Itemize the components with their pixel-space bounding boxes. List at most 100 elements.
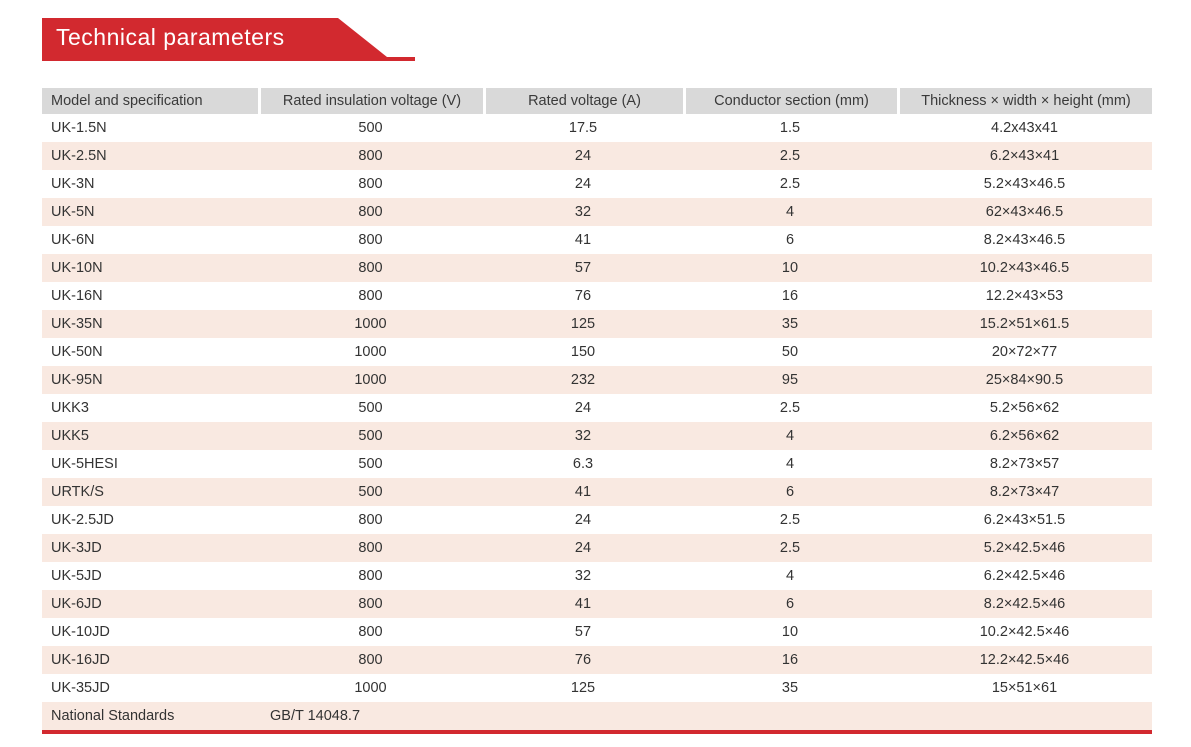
technical-parameters-table: Model and specification Rated insulation… (42, 88, 1152, 734)
model-cell: UK-50N (51, 344, 103, 360)
value-cell: 12.2×42.5×46 (979, 652, 1070, 668)
value-cell: 1000 (354, 344, 387, 360)
model-cell: UK-35N (51, 316, 103, 332)
value-cell: 6 (785, 232, 795, 248)
table-row: UK-50N 1000 150 50 20×72×77 (42, 338, 1152, 366)
table-row: UKK3 500 24 2.5 5.2×56×62 (42, 394, 1152, 422)
value-cell: 12.2×43×53 (985, 288, 1064, 304)
table-row: UK-3JD 800 24 2.5 5.2×42.5×46 (42, 534, 1152, 562)
table-row: UK-3N 800 24 2.5 5.2×43×46.5 (42, 170, 1152, 198)
model-cell: UK-3N (51, 176, 95, 192)
table-row: UK-35N 1000 125 35 15.2×51×61.5 (42, 310, 1152, 338)
value-cell: 6 (785, 484, 795, 500)
value-cell: 4 (785, 204, 795, 220)
value-cell: 800 (358, 512, 383, 528)
value-cell: 32 (574, 204, 592, 220)
value-cell: 500 (358, 484, 383, 500)
value-cell: 800 (358, 204, 383, 220)
table-row: UK-6N 800 41 6 8.2×43×46.5 (42, 226, 1152, 254)
value-cell: 800 (358, 624, 383, 640)
value-cell: 4 (785, 456, 795, 472)
value-cell: 4.2x43x41 (991, 120, 1058, 136)
value-cell: 500 (358, 400, 383, 416)
model-cell: UK-5JD (51, 568, 102, 584)
table-row: UK-95N 1000 232 95 25×84×90.5 (42, 366, 1152, 394)
model-cell: UK-35JD (51, 680, 110, 696)
value-cell: 24 (574, 540, 592, 556)
table-row: UK-35JD 1000 125 35 15×51×61 (42, 674, 1152, 702)
model-cell: UK-5HESI (51, 456, 118, 472)
value-cell: 16 (781, 652, 799, 668)
model-cell: UK-2.5JD (51, 512, 114, 528)
value-cell: 2.5 (779, 176, 801, 192)
value-cell: 2.5 (779, 512, 801, 528)
page-title: Technical parameters (56, 24, 285, 50)
value-cell: 1.5 (779, 120, 801, 136)
value-cell: 35 (781, 680, 799, 696)
value-cell: 25×84×90.5 (985, 372, 1064, 388)
value-cell: 500 (358, 456, 383, 472)
table-row: UK-16N 800 76 16 12.2×43×53 (42, 282, 1152, 310)
value-cell: 10.2×43×46.5 (979, 260, 1070, 276)
value-cell: 41 (574, 484, 592, 500)
value-cell: 76 (574, 652, 592, 668)
value-cell: 76 (574, 288, 592, 304)
table-body: UK-1.5N 500 17.5 1.5 4.2x43x41 UK-2.5N 800 24 2.… (42, 114, 1152, 702)
table-row: UK-2.5JD 800 24 2.5 6.2×43×51.5 (42, 506, 1152, 534)
model-cell: UK-5N (51, 204, 95, 220)
value-cell: 1000 (354, 372, 387, 388)
value-cell: 800 (358, 568, 383, 584)
value-cell: 6.3 (572, 456, 594, 472)
value-cell: 1000 (354, 316, 387, 332)
value-cell: 232 (570, 372, 596, 388)
value-cell: 15×51×61 (991, 680, 1058, 696)
value-cell: 6.2×56×62 (989, 428, 1060, 444)
value-cell: 41 (574, 596, 592, 612)
model-cell: UK-95N (51, 372, 103, 388)
value-cell: 35 (781, 316, 799, 332)
section-banner: Technical parameters (42, 18, 415, 61)
value-cell: 800 (358, 596, 383, 612)
value-cell: 16 (781, 288, 799, 304)
value-cell: 15.2×51×61.5 (979, 316, 1070, 332)
value-cell: 32 (574, 428, 592, 444)
value-cell: 500 (358, 120, 383, 136)
value-cell: 800 (358, 176, 383, 192)
value-cell: 800 (358, 148, 383, 164)
model-cell: UK-10N (51, 260, 103, 276)
value-cell: 24 (574, 512, 592, 528)
value-cell: 1000 (354, 680, 387, 696)
value-cell: 5.2×56×62 (989, 400, 1060, 416)
table-row: UK-10N 800 57 10 10.2×43×46.5 (42, 254, 1152, 282)
table-row: UK-1.5N 500 17.5 1.5 4.2x43x41 (42, 114, 1152, 142)
value-cell: 8.2×73×47 (989, 484, 1060, 500)
value-cell: 800 (358, 540, 383, 556)
table-row: URTK/S 500 41 6 8.2×73×47 (42, 478, 1152, 506)
value-cell: 24 (574, 148, 592, 164)
table-row: UK-5JD 800 32 4 6.2×42.5×46 (42, 562, 1152, 590)
table-row: UK-5HESI 500 6.3 4 8.2×73×57 (42, 450, 1152, 478)
value-cell: 500 (358, 428, 383, 444)
value-cell: 57 (574, 624, 592, 640)
value-cell: 2.5 (779, 540, 801, 556)
value-cell: 17.5 (568, 120, 598, 136)
model-cell: URTK/S (51, 484, 104, 500)
model-cell: UK-10JD (51, 624, 110, 640)
column-header-dimensions: Thickness × width × height (mm) (897, 88, 1152, 114)
table-row: UK-2.5N 800 24 2.5 6.2×43×41 (42, 142, 1152, 170)
value-cell: 800 (358, 288, 383, 304)
model-cell: UK-3JD (51, 540, 102, 556)
value-cell: 95 (781, 372, 799, 388)
value-cell: 4 (785, 568, 795, 584)
column-header-rated-voltage: Rated voltage (A) (483, 88, 683, 114)
value-cell: 800 (358, 232, 383, 248)
value-cell: 20×72×77 (991, 344, 1058, 360)
table-row: UK-16JD 800 76 16 12.2×42.5×46 (42, 646, 1152, 674)
value-cell: 6.2×42.5×46 (983, 568, 1066, 584)
table-row: UK-6JD 800 41 6 8.2×42.5×46 (42, 590, 1152, 618)
model-cell: UK-6JD (51, 596, 102, 612)
value-cell: 62×43×46.5 (985, 204, 1064, 220)
model-cell: UK-6N (51, 232, 95, 248)
value-cell: 10 (781, 624, 799, 640)
value-cell: 2.5 (779, 400, 801, 416)
